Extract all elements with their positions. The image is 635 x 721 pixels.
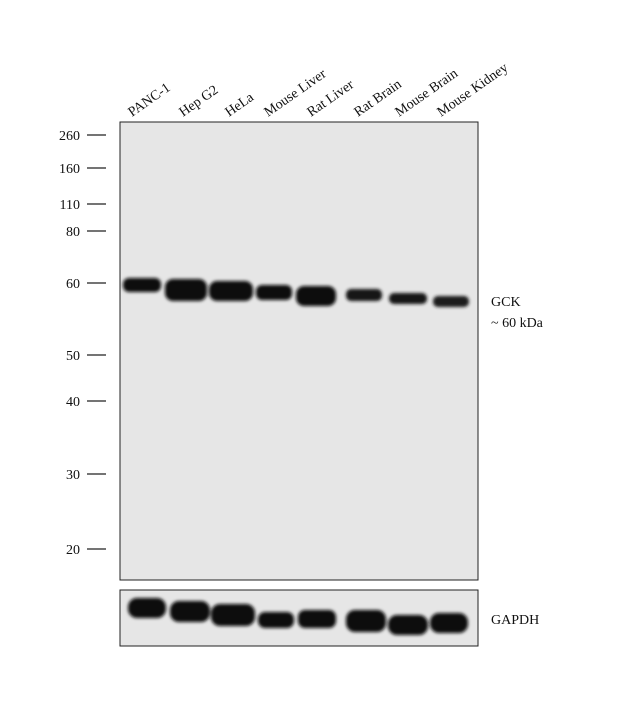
marker-label: 80 bbox=[66, 225, 80, 240]
marker-label: 20 bbox=[66, 543, 80, 558]
marker-label: 260 bbox=[59, 129, 80, 144]
marker-label: 50 bbox=[66, 349, 80, 364]
band bbox=[256, 285, 292, 300]
marker-label: 110 bbox=[60, 198, 80, 213]
band bbox=[165, 279, 207, 301]
loading-control: GAPDH bbox=[491, 613, 539, 628]
lane-label: HeLa bbox=[223, 90, 258, 121]
band bbox=[346, 610, 386, 632]
band bbox=[433, 296, 469, 307]
target-name: GCK bbox=[491, 295, 521, 310]
band bbox=[211, 604, 255, 626]
marker-label: 30 bbox=[66, 468, 80, 483]
target-size: ~ 60 kDa bbox=[491, 316, 544, 331]
band bbox=[298, 610, 336, 628]
marker-label: 160 bbox=[59, 162, 80, 177]
band bbox=[258, 612, 294, 628]
lane-label: PANC-1 bbox=[126, 81, 174, 121]
bands bbox=[123, 278, 469, 635]
band bbox=[128, 598, 166, 618]
band bbox=[209, 281, 253, 301]
lane-label: Hep G2 bbox=[177, 83, 222, 120]
band bbox=[296, 286, 336, 306]
band bbox=[389, 293, 427, 304]
band bbox=[346, 289, 382, 301]
band bbox=[170, 601, 210, 622]
band bbox=[123, 278, 161, 292]
marker-label: 40 bbox=[66, 395, 80, 410]
band bbox=[430, 613, 468, 633]
main-blot bbox=[119, 121, 479, 581]
marker-label: 60 bbox=[66, 277, 80, 292]
band bbox=[388, 615, 428, 635]
